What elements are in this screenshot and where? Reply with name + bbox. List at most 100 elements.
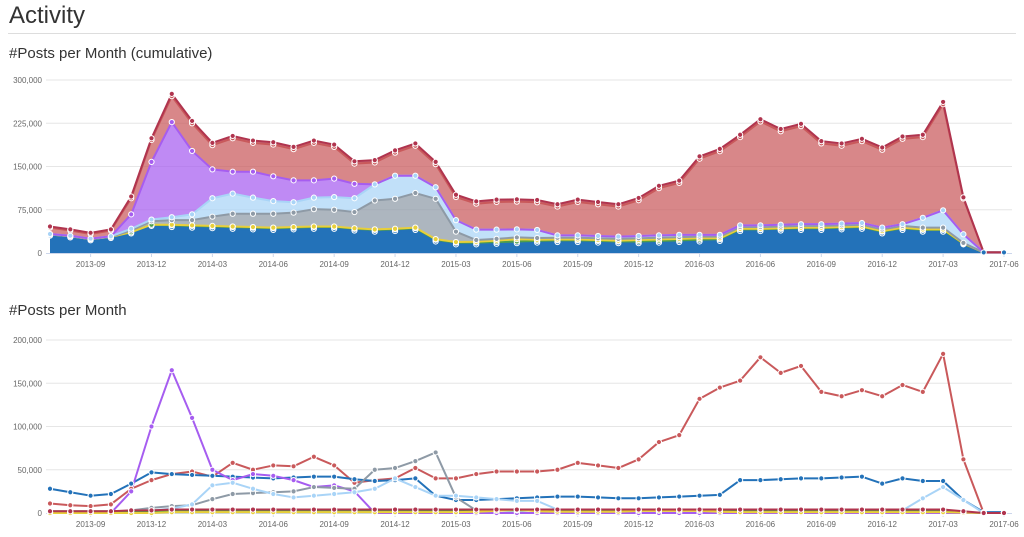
data-point[interactable] [899,506,906,513]
data-point[interactable] [534,196,541,204]
data-point[interactable] [899,475,906,482]
data-point[interactable] [513,506,520,513]
data-point[interactable] [188,414,196,421]
data-point[interactable] [452,238,460,246]
data-point[interactable] [513,234,520,241]
data-point[interactable] [696,153,703,160]
data-point[interactable] [635,456,642,463]
data-point[interactable] [534,506,541,513]
data-point[interactable] [168,118,175,126]
data-point[interactable] [858,387,866,394]
data-point[interactable] [858,473,866,480]
data-point[interactable] [290,143,297,150]
data-point[interactable] [452,475,460,482]
area-series-line-3[interactable] [49,192,1004,254]
data-point[interactable] [310,177,317,184]
data-point[interactable] [960,231,967,238]
data-point[interactable] [209,195,216,202]
data-point[interactable] [67,508,74,515]
data-point[interactable] [473,506,480,513]
data-point[interactable] [919,495,926,502]
data-point[interactable] [777,369,784,376]
data-point[interactable] [716,491,723,498]
data-point[interactable] [473,470,480,478]
data-point[interactable] [188,501,196,508]
area-series-0[interactable] [50,225,1004,253]
data-point[interactable] [818,138,825,145]
data-point[interactable] [960,239,967,247]
data-point[interactable] [899,381,906,389]
data-point[interactable] [188,211,196,218]
data-point[interactable] [899,221,906,228]
data-point[interactable] [209,166,216,173]
data-point[interactable] [676,493,683,500]
data-point[interactable] [229,168,236,175]
data-point[interactable] [351,195,358,202]
data-point[interactable] [432,475,439,482]
data-point[interactable] [838,393,845,400]
data-point[interactable] [797,120,805,127]
data-point[interactable] [249,223,257,231]
data-point[interactable] [412,189,419,197]
data-point[interactable] [310,194,317,201]
data-point[interactable] [351,225,358,232]
data-point[interactable] [290,494,297,501]
data-point[interactable] [940,483,947,491]
data-point[interactable] [87,229,94,236]
data-point[interactable] [879,224,886,231]
data-point[interactable] [818,506,825,513]
area-series-line-0[interactable] [49,224,1004,254]
data-point[interactable] [737,131,744,138]
data-point[interactable] [391,172,399,179]
data-point[interactable] [107,508,114,515]
data-point[interactable] [290,223,297,231]
data-point[interactable] [290,506,297,513]
monthly-posts-chart[interactable]: 0 50,000 100,000 150,000 200,000 2013-09 2013-… [0,330,1024,535]
data-point[interactable] [655,506,663,513]
data-point[interactable] [310,206,317,213]
data-point[interactable] [635,194,642,202]
data-point[interactable] [391,147,399,154]
data-point[interactable] [270,173,277,180]
data-point[interactable] [493,235,500,242]
data-point[interactable] [128,225,135,232]
data-point[interactable] [351,208,358,216]
data-point[interactable] [879,393,886,400]
data-point[interactable] [249,470,257,478]
data-point[interactable] [574,506,581,513]
data-point[interactable] [737,377,744,384]
data-point[interactable] [940,207,947,214]
data-point[interactable] [473,236,480,244]
data-point[interactable] [229,190,236,197]
data-point[interactable] [148,423,155,430]
data-point[interactable] [310,483,317,491]
data-point[interactable] [940,224,947,231]
data-point[interactable] [716,384,723,391]
data-point[interactable] [148,477,155,484]
data-point[interactable] [818,388,825,396]
data-point[interactable] [46,485,54,492]
data-point[interactable] [757,477,764,484]
data-point[interactable] [148,158,155,165]
data-point[interactable] [655,494,663,501]
data-point[interactable] [493,196,500,203]
data-point[interactable] [513,497,520,504]
data-point[interactable] [188,147,196,155]
data-point[interactable] [534,497,541,504]
data-point[interactable] [513,468,520,475]
data-point[interactable] [594,494,602,501]
data-point[interactable] [777,476,784,483]
data-point[interactable] [473,198,480,205]
data-point[interactable] [818,475,825,482]
data-point[interactable] [148,469,155,476]
data-point[interactable] [432,158,439,165]
data-point[interactable] [290,177,297,184]
data-point[interactable] [838,140,845,147]
data-point[interactable] [310,506,317,513]
data-point[interactable] [777,221,784,228]
data-point[interactable] [128,480,135,487]
data-point[interactable] [168,470,175,478]
data-point[interactable] [371,506,378,513]
data-point[interactable] [615,506,622,513]
data-point[interactable] [229,132,236,140]
